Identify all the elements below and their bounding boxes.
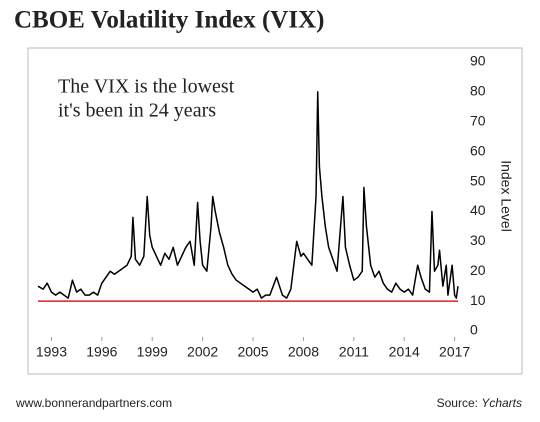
- y-tick-label: 80: [470, 83, 486, 99]
- y-tick-label: 10: [470, 292, 486, 308]
- x-tick-label: 1999: [137, 344, 168, 360]
- source: Source: Ycharts: [437, 396, 522, 410]
- source-label: Source:: [437, 396, 478, 410]
- x-tick-label: 1996: [86, 344, 117, 360]
- x-tick-label: 2005: [237, 344, 268, 360]
- annotation: The VIX is the lowest: [58, 76, 235, 98]
- y-tick-label: 30: [470, 232, 486, 248]
- y-tick-label: 70: [470, 112, 486, 128]
- y-axis-label: Index Level: [498, 160, 514, 232]
- y-tick-label: 20: [470, 262, 486, 278]
- y-tick-label: 40: [470, 202, 486, 218]
- x-tick-label: 2002: [187, 344, 218, 360]
- x-tick-label: 2008: [288, 344, 319, 360]
- y-tick-label: 60: [470, 142, 486, 158]
- chart-frame: [27, 47, 523, 375]
- x-tick-label: 2017: [439, 344, 470, 360]
- annotation: it's been in 24 years: [58, 100, 216, 122]
- y-tick-label: 50: [470, 172, 486, 188]
- x-tick-label: 2014: [389, 344, 420, 360]
- chart-title: CBOE Volatility Index (VIX): [14, 7, 324, 34]
- x-tick-label: 2011: [339, 344, 369, 360]
- x-tick-label: 1993: [36, 344, 67, 360]
- y-tick-label: 0: [470, 322, 478, 338]
- data-line: [37, 91, 459, 299]
- y-tick-label: 90: [470, 53, 486, 69]
- footer-left: www.bonnerandpartners.com: [15, 396, 172, 410]
- source-name: Ycharts: [481, 396, 522, 410]
